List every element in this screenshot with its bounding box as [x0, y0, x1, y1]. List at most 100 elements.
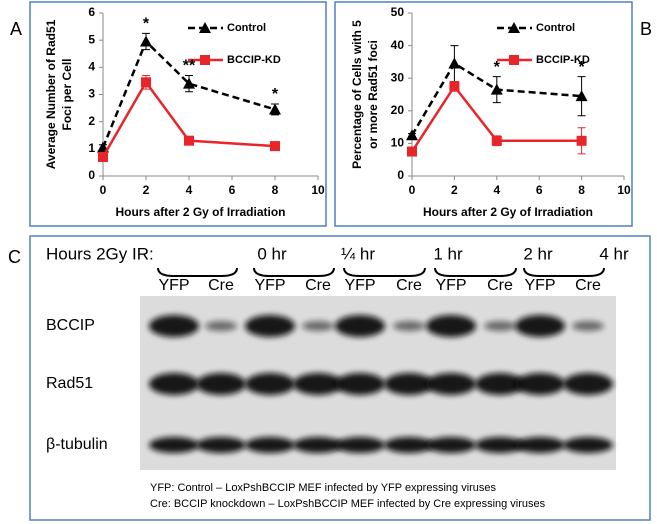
blot-band [384, 373, 434, 395]
blot-band [515, 437, 565, 453]
blot-band [563, 373, 613, 395]
blot-band [515, 315, 565, 337]
blot-band [384, 437, 434, 453]
data-point [183, 77, 195, 89]
y-axis-label: or more Rad51 foci [366, 40, 380, 149]
x-tick-label: 2 [451, 183, 458, 197]
x-tick-label: 4 [186, 183, 193, 197]
significance-mark: * [143, 16, 150, 33]
data-point [140, 35, 152, 47]
blot-band [572, 321, 604, 331]
legend-label: Control [536, 22, 575, 34]
blot-band [302, 321, 334, 331]
y-tick-label: 30 [391, 70, 405, 84]
panel-label: B [640, 19, 652, 39]
blot-band [475, 437, 525, 453]
significance-mark: * [578, 59, 585, 76]
data-point [490, 83, 503, 95]
legend-label: BCCIP-KD [227, 54, 281, 66]
data-point [448, 57, 461, 69]
y-axis-label: Average Number of Rad51 [44, 19, 58, 169]
x-tick-label: 2 [143, 183, 150, 197]
timepoint-label: 2 hr [523, 244, 553, 263]
lane-bracket [157, 267, 238, 277]
footnote: Cre: BCCIP knockdown – LoxPshBCCIP MEF i… [150, 498, 546, 510]
blot-band [426, 437, 476, 453]
y-tick-label: 20 [391, 103, 405, 117]
series-line [101, 39, 276, 148]
y-tick-label: 4 [88, 60, 95, 74]
lane-label: YFP [344, 277, 375, 294]
y-tick-label: 2 [88, 114, 95, 128]
blot-band [563, 437, 613, 453]
blot-band [335, 373, 385, 395]
lane-label: Cre [575, 277, 601, 294]
lane-label: YFP [435, 277, 466, 294]
x-tick-label: 8 [578, 183, 585, 197]
blot-band [245, 373, 295, 395]
significance-mark: * [272, 86, 279, 103]
panel-a-frame [29, 1, 327, 227]
footnote: YFP: Control – LoxPshBCCIP MEF infected … [150, 482, 497, 494]
series-line [410, 84, 582, 153]
blot-header: Hours 2Gy IR: [46, 244, 154, 263]
panel-label: C [8, 247, 21, 267]
legend-label: BCCIP-KD [536, 54, 590, 66]
timepoint-label: 1 hr [433, 244, 463, 263]
lane-label: YFP [158, 277, 189, 294]
lane-bracket [343, 267, 426, 277]
series-line [101, 79, 276, 158]
y-tick-label: 50 [391, 5, 405, 19]
panel-b-frame [334, 1, 633, 227]
blot-band [475, 373, 525, 395]
blot-band [149, 315, 199, 337]
significance-mark: ** [183, 58, 196, 75]
y-tick-label: 0 [88, 168, 95, 182]
blot-band [484, 321, 516, 331]
data-point [491, 135, 502, 146]
lane-label: Cre [487, 277, 513, 294]
x-tick-label: 10 [617, 183, 631, 197]
data-point [575, 90, 588, 102]
lane-label: Cre [396, 277, 422, 294]
blot-band [426, 373, 476, 395]
x-tick-label: 4 [493, 183, 500, 197]
timepoint-label: 4 hr [599, 244, 629, 263]
protein-label: BCCIP [46, 317, 95, 334]
legend-label: Control [227, 22, 266, 34]
blot-band [393, 321, 425, 331]
x-axis-label: Hours after 2 Gy of Irradiation [423, 205, 593, 219]
lane-bracket [434, 267, 517, 277]
blot-band [196, 437, 246, 453]
y-tick-label: 6 [88, 5, 95, 19]
blot-band [205, 321, 237, 331]
blot-band [149, 437, 199, 453]
y-tick-label: 40 [391, 38, 405, 52]
legend-marker [200, 55, 210, 65]
blot-band [196, 373, 246, 395]
blot-band [426, 315, 476, 337]
y-axis-label: Percentage of Cells with 5 [350, 20, 364, 169]
protein-label: Rad51 [46, 375, 93, 392]
blot-band [245, 315, 295, 337]
legend-marker [508, 22, 520, 33]
blot-band [335, 315, 385, 337]
data-point [184, 135, 194, 146]
y-tick-label: 3 [88, 87, 95, 101]
x-tick-label: 8 [272, 183, 279, 197]
timepoint-label: ¼ hr [341, 244, 375, 263]
timepoint-label: 0 hr [257, 244, 287, 263]
y-tick-label: 5 [88, 32, 95, 46]
y-tick-label: 0 [397, 168, 404, 182]
blot-band [293, 437, 343, 453]
panel-label: A [10, 19, 22, 39]
data-point [406, 129, 418, 141]
y-tick-label: 1 [88, 141, 95, 155]
data-point [576, 135, 587, 146]
x-tick-label: 6 [229, 183, 236, 197]
blot-band [149, 373, 199, 395]
blot-band [335, 437, 385, 453]
data-point [407, 146, 417, 157]
x-tick-label: 0 [100, 183, 107, 197]
